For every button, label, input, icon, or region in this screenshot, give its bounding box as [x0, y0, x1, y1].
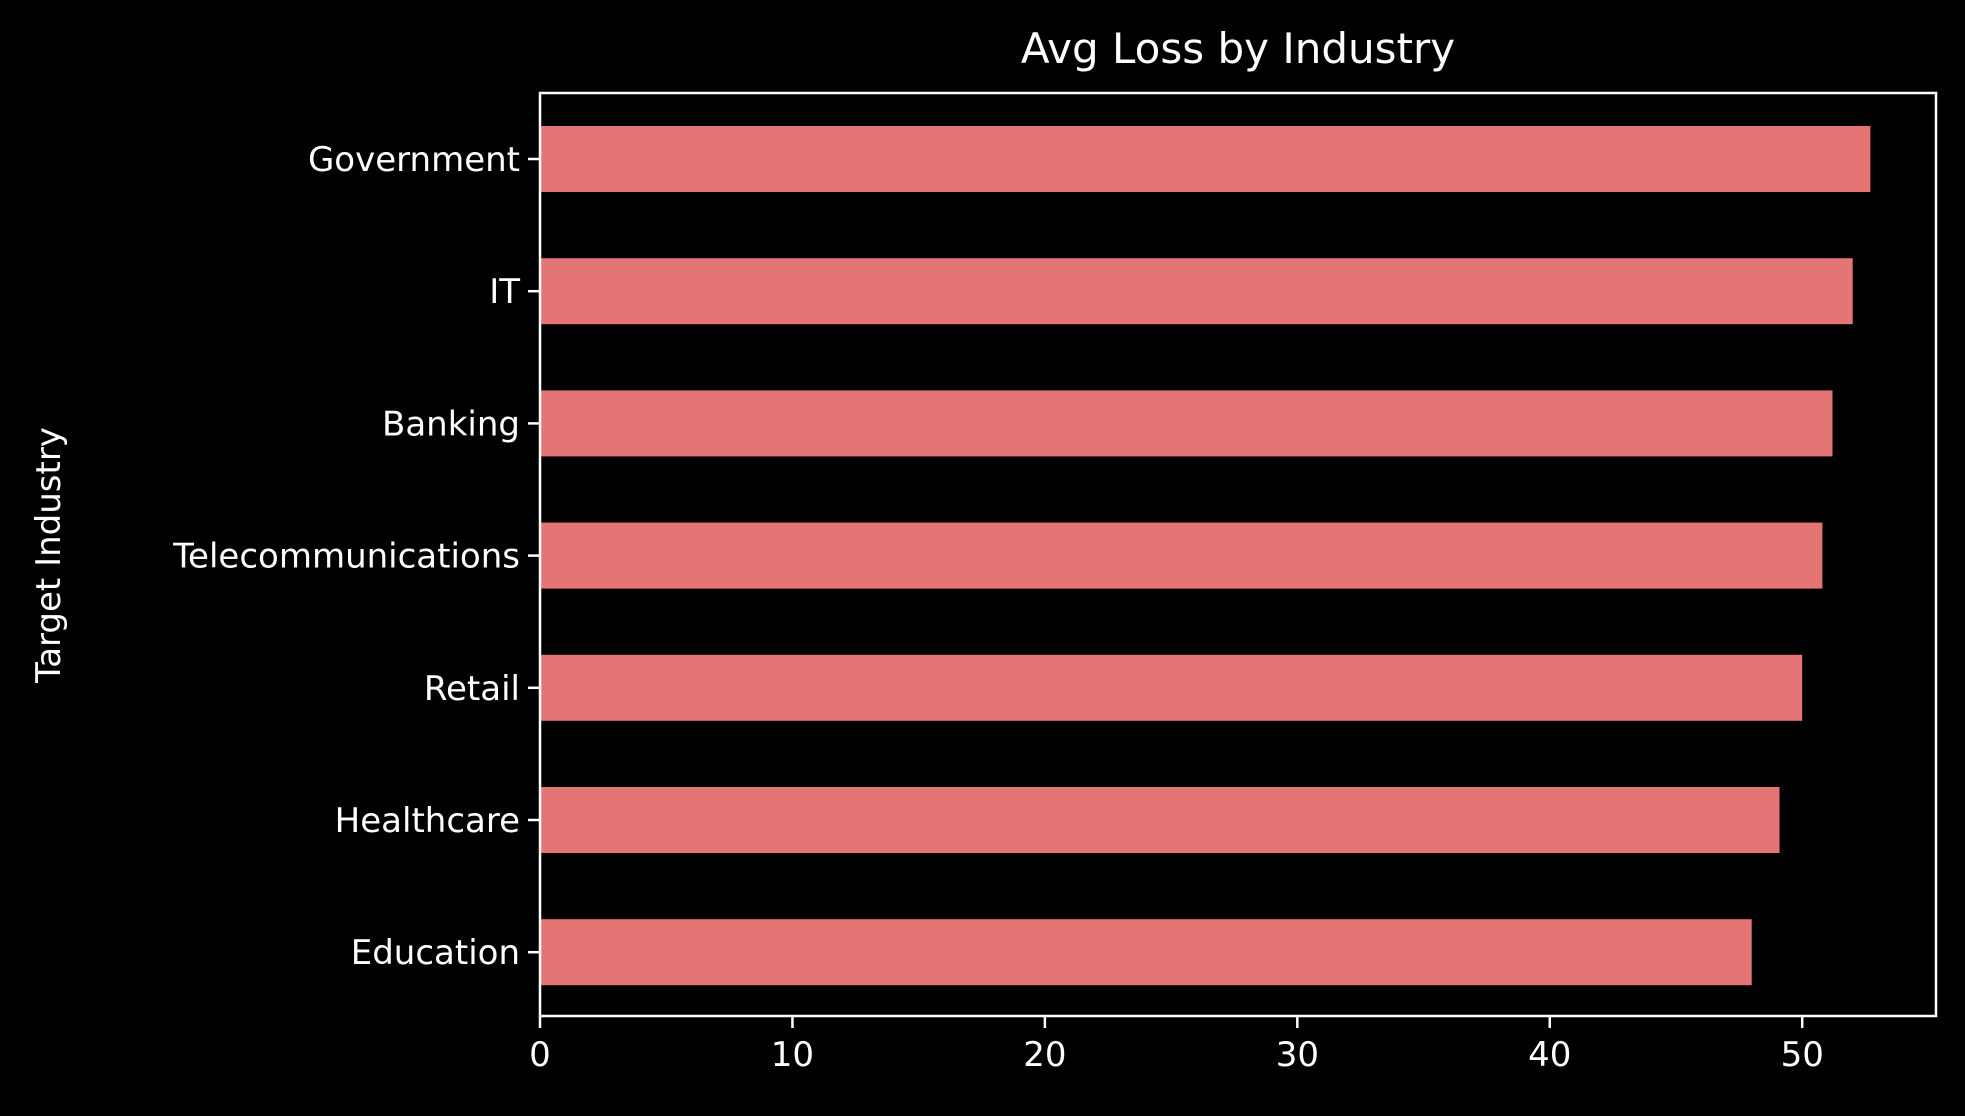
y-tick-label-telecommunications: Telecommunications — [172, 537, 520, 577]
bar-healthcare — [540, 787, 1780, 853]
y-tick-label-it: IT — [489, 272, 520, 312]
x-tick-label: 0 — [529, 1035, 551, 1075]
chart-title: Avg Loss by Industry — [1021, 24, 1455, 73]
y-axis-label: Target Industry — [29, 427, 69, 684]
y-tick-label-healthcare: Healthcare — [335, 801, 520, 841]
bar-it — [540, 258, 1853, 325]
x-tick-label: 40 — [1528, 1035, 1571, 1075]
y-tick-label-government: Government — [308, 140, 520, 180]
bar-government — [540, 126, 1871, 192]
bar-telecommunications — [540, 522, 1823, 589]
x-tick-label: 20 — [1023, 1035, 1066, 1075]
bar-banking — [540, 390, 1833, 457]
bar-retail — [540, 654, 1803, 721]
plot-frame — [538, 91, 1938, 1018]
bar-education — [540, 919, 1752, 986]
x-tick-label: 50 — [1781, 1035, 1824, 1075]
y-tick-label-education: Education — [351, 933, 520, 973]
y-tick-label-banking: Banking — [382, 404, 520, 444]
y-ticks-layer: Government IT Banking Telecommunications Ret… — [172, 140, 540, 973]
y-tick-label-retail: Retail — [424, 669, 520, 709]
x-tick-label: 30 — [1276, 1035, 1319, 1075]
bars-layer — [540, 126, 1871, 986]
x-ticks-layer: 0 10 20 30 40 50 — [529, 1016, 1824, 1075]
x-tick-label: 10 — [771, 1035, 814, 1075]
